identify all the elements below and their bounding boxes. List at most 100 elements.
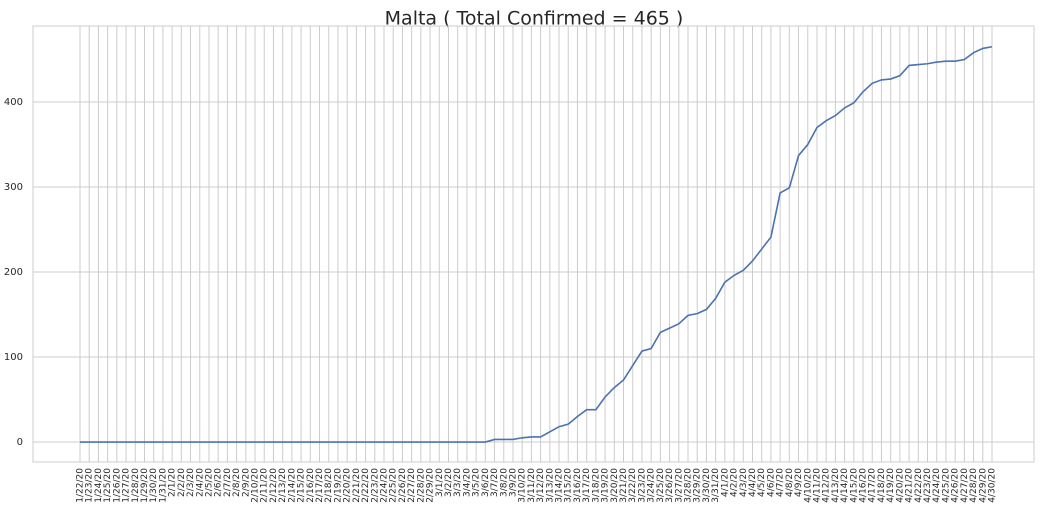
x-tick-label: 2/27/20: [407, 468, 417, 503]
x-tick-label: 2/1/20: [168, 468, 178, 497]
x-tick-label: 4/27/20: [960, 468, 970, 503]
x-tick-label: 2/7/20: [223, 468, 233, 497]
x-tick-label: 3/15/20: [564, 468, 574, 503]
x-tick-label: 3/20/20: [610, 468, 620, 503]
plot-frame: [32, 25, 1035, 463]
x-tick-label: 2/23/20: [370, 468, 380, 503]
x-tick-label: 3/29/20: [693, 468, 703, 503]
x-tick-label: 4/14/20: [840, 468, 850, 503]
x-tick-label: 4/13/20: [831, 468, 841, 503]
x-tick-label: 3/26/20: [665, 468, 675, 503]
x-tick-label: 3/13/20: [545, 468, 555, 503]
x-tick-label: 4/7/20: [776, 468, 786, 497]
x-tick-label: 2/22/20: [361, 468, 371, 503]
x-tick-label: 4/4/20: [748, 468, 758, 497]
x-tick-label: 2/3/20: [186, 468, 196, 497]
x-tick-label: 4/30/20: [988, 468, 998, 503]
y-tick-label: 100: [4, 352, 23, 363]
x-tick-label: 4/24/20: [932, 468, 942, 503]
x-tick-label: 1/28/20: [131, 468, 141, 503]
x-tick-label: 3/19/20: [601, 468, 611, 503]
x-tick-label: 2/10/20: [251, 468, 261, 503]
x-tick-label: 4/5/20: [757, 468, 767, 497]
x-tick-label: 3/24/20: [647, 468, 657, 503]
x-tick-label: 2/26/20: [398, 468, 408, 503]
x-tick-label: 3/17/20: [582, 468, 592, 503]
x-tick-label: 4/16/20: [859, 468, 869, 503]
x-tick-label: 3/3/20: [453, 468, 463, 497]
chart-title: Malta ( Total Confirmed = 465 ): [385, 8, 684, 30]
x-tick-label: 3/31/20: [711, 468, 721, 503]
x-tick-label: 1/30/20: [149, 468, 159, 503]
y-tick-label: 300: [4, 182, 23, 193]
x-tick-label: 1/27/20: [122, 468, 132, 503]
x-tick-label: 2/29/20: [426, 468, 436, 503]
x-tick-label: 2/8/20: [232, 468, 242, 497]
x-tick-label: 3/11/20: [527, 468, 537, 503]
x-tick-label: 2/17/20: [315, 468, 325, 503]
x-tick-label: 4/23/20: [923, 468, 933, 503]
x-tick-label: 4/9/20: [794, 468, 804, 497]
x-tick-label: 4/12/20: [822, 468, 832, 503]
x-tick-label: 2/4/20: [195, 468, 205, 497]
x-tick-label: 2/9/20: [241, 468, 251, 497]
x-tick-label: 3/7/20: [490, 468, 500, 497]
x-tick-label: 2/18/20: [324, 468, 334, 503]
x-tick-label: 3/8/20: [499, 468, 509, 497]
line: [80, 45, 993, 443]
x-tick-label: 2/25/20: [389, 468, 399, 503]
x-tick-label: 4/28/20: [969, 468, 979, 503]
x-tick-label: 4/29/20: [978, 468, 988, 503]
x-tick-label: 3/28/20: [684, 468, 694, 503]
x-tick-label: 4/26/20: [951, 468, 961, 503]
x-tick-label: 3/25/20: [656, 468, 666, 503]
x-tick-label: 4/15/20: [849, 468, 859, 503]
x-tick-label: 2/13/20: [278, 468, 288, 503]
x-tick-label: 3/4/20: [462, 468, 472, 497]
x-tick-label: 2/11/20: [260, 468, 270, 503]
x-tick-label: 4/2/20: [730, 468, 740, 497]
x-tick-label: 1/24/20: [94, 468, 104, 503]
x-tick-label: 4/11/20: [812, 468, 822, 503]
x-tick-label: 3/6/20: [481, 468, 491, 497]
x-tick-label: 1/26/20: [112, 468, 122, 503]
x-tick-label: 2/20/20: [343, 468, 353, 503]
x-tick-label: 1/29/20: [140, 468, 150, 503]
x-tick-label: 4/19/20: [886, 468, 896, 503]
x-tick-label: 1/31/20: [158, 468, 168, 503]
x-tick-label: 3/10/20: [518, 468, 528, 503]
x-tick-label: 4/22/20: [914, 468, 924, 503]
x-tick-label: 2/14/20: [287, 468, 297, 503]
x-tick-label: 1/25/20: [103, 468, 113, 503]
x-tick-label: 3/23/20: [637, 468, 647, 503]
x-tick-label: 2/16/20: [306, 468, 316, 503]
x-tick-label: 4/21/20: [905, 468, 915, 503]
x-tick-label: 2/6/20: [214, 468, 224, 497]
x-tick-label: 2/15/20: [297, 468, 307, 503]
y-tick-label: 400: [4, 97, 23, 108]
x-tick-label: 3/22/20: [628, 468, 638, 503]
x-tick-label: 2/24/20: [380, 468, 390, 503]
x-tick-label: 4/1/20: [720, 468, 730, 497]
x-tick-label: 2/12/20: [269, 468, 279, 503]
x-tick-label: 4/25/20: [941, 468, 951, 503]
x-tick-label: 3/12/20: [536, 468, 546, 503]
x-tick-label: 3/9/20: [508, 468, 518, 497]
x-tick-label: 4/20/20: [895, 468, 905, 503]
y-tick-label: 0: [17, 437, 23, 448]
x-tick-label: 4/8/20: [785, 468, 795, 497]
x-tick-label: 2/2/20: [177, 468, 187, 497]
x-tick-label: 3/5/20: [472, 468, 482, 497]
x-tick-label: 3/21/20: [619, 468, 629, 503]
x-tick-label: 3/14/20: [555, 468, 565, 503]
x-tick-label: 4/6/20: [766, 468, 776, 497]
x-tick-label: 3/2/20: [444, 468, 454, 497]
x-tick-label: 2/19/20: [333, 468, 343, 503]
x-tick-label: 3/18/20: [591, 468, 601, 503]
x-tick-label: 3/1/20: [435, 468, 445, 497]
x-tick-label: 4/10/20: [803, 468, 813, 503]
x-tick-label: 3/30/20: [702, 468, 712, 503]
x-tick-label: 2/28/20: [416, 468, 426, 503]
x-tick-label: 3/27/20: [674, 468, 684, 503]
